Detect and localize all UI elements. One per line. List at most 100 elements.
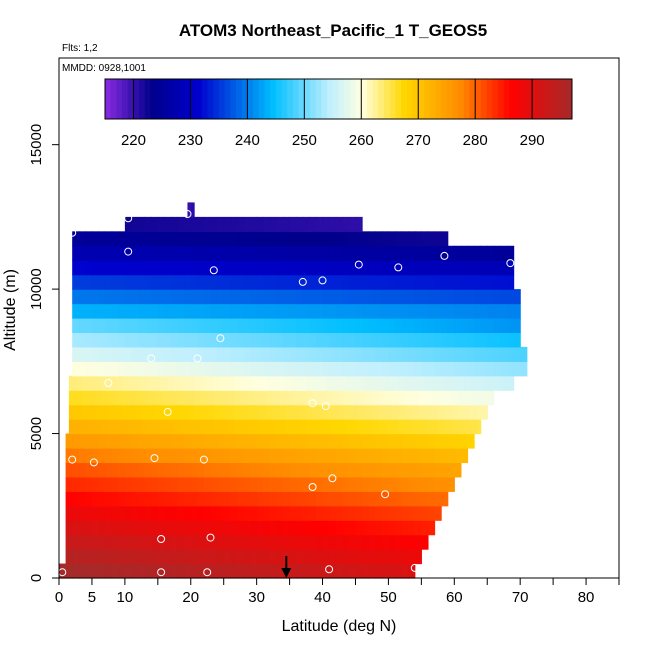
heatmap-cell bbox=[339, 375, 347, 391]
heatmap-cell bbox=[197, 433, 205, 449]
heatmap-cell bbox=[335, 260, 343, 276]
heatmap-cell bbox=[467, 245, 475, 261]
heatmap-cell bbox=[408, 231, 416, 247]
heatmap-cell bbox=[414, 361, 422, 377]
heatmap-cell bbox=[507, 289, 515, 305]
heatmap-cell bbox=[368, 303, 376, 319]
colorbar-segment bbox=[292, 79, 300, 119]
heatmap-cell bbox=[401, 260, 409, 276]
heatmap-cell bbox=[352, 404, 360, 420]
heatmap-cell bbox=[342, 361, 350, 377]
heatmap-cell bbox=[427, 491, 436, 507]
heatmap-cell bbox=[427, 260, 436, 276]
heatmap-cell bbox=[151, 505, 159, 521]
heatmap-cell bbox=[414, 433, 422, 449]
heatmap-cell bbox=[368, 433, 376, 449]
heatmap-cell bbox=[184, 245, 192, 261]
heatmap-cell bbox=[421, 231, 429, 247]
heatmap-cell bbox=[335, 563, 343, 579]
heatmap-cell bbox=[500, 361, 508, 377]
heatmap-cell bbox=[256, 520, 264, 536]
heatmap-cell bbox=[138, 332, 146, 348]
heatmap-cell bbox=[467, 318, 475, 334]
heatmap-cell bbox=[276, 303, 284, 319]
heatmap-cell bbox=[263, 361, 271, 377]
heatmap-cell bbox=[118, 332, 126, 348]
colorbar-tick-label: 280 bbox=[463, 132, 488, 149]
colorbar-segment bbox=[486, 79, 493, 119]
colorbar-segment bbox=[423, 79, 431, 119]
heatmap-cell bbox=[411, 419, 419, 435]
heatmap-cell bbox=[302, 231, 310, 247]
heatmap-cell bbox=[335, 462, 343, 478]
heatmap-cell bbox=[319, 390, 327, 406]
heatmap-cell bbox=[111, 563, 119, 579]
heatmap-cell bbox=[144, 245, 152, 261]
heatmap-cell bbox=[457, 419, 465, 435]
heatmap-cell bbox=[131, 520, 139, 536]
heatmap-cell bbox=[388, 318, 396, 334]
heatmap-cell bbox=[197, 462, 205, 478]
heatmap-cell bbox=[395, 231, 403, 247]
heatmap-cell bbox=[414, 260, 422, 276]
heatmap-cell bbox=[190, 491, 198, 507]
heatmap-cell bbox=[82, 375, 90, 391]
heatmap-cell bbox=[164, 318, 172, 334]
heatmap-cell bbox=[250, 245, 258, 261]
heatmap-cell bbox=[348, 563, 357, 579]
heatmap-cell bbox=[362, 245, 370, 261]
heatmap-cell bbox=[421, 303, 429, 319]
heatmap-cell bbox=[72, 433, 80, 449]
heatmap-cell bbox=[263, 274, 271, 290]
heatmap-cell bbox=[128, 390, 136, 406]
heatmap-cell bbox=[348, 476, 357, 492]
heatmap-cell bbox=[230, 303, 238, 319]
heatmap-cell bbox=[138, 491, 146, 507]
heatmap-cell bbox=[157, 332, 166, 348]
heatmap-cell bbox=[124, 433, 133, 449]
heatmap-cell bbox=[190, 549, 198, 565]
heatmap-cell bbox=[134, 390, 142, 406]
heatmap-cell bbox=[289, 448, 297, 464]
heatmap-cell bbox=[302, 563, 310, 579]
colorbar-segment bbox=[332, 79, 339, 119]
heatmap-cell bbox=[236, 216, 245, 232]
x-tick-label: 20 bbox=[182, 589, 199, 606]
heatmap-cell bbox=[88, 390, 96, 406]
heatmap-cell bbox=[207, 404, 215, 420]
heatmap-cell bbox=[437, 419, 446, 435]
heatmap-cell bbox=[243, 318, 251, 334]
heatmap-cell bbox=[197, 274, 205, 290]
heatmap-cell bbox=[355, 462, 363, 478]
heatmap-cell bbox=[98, 260, 106, 276]
heatmap-cell bbox=[187, 375, 195, 391]
heatmap-cell bbox=[217, 216, 225, 232]
heatmap-cell bbox=[203, 260, 212, 276]
heatmap-cell bbox=[269, 520, 278, 536]
heatmap-cell bbox=[355, 245, 363, 261]
heatmap-cell bbox=[118, 361, 126, 377]
heatmap-cell bbox=[493, 361, 502, 377]
heatmap-cell bbox=[164, 361, 172, 377]
heatmap-cell bbox=[474, 332, 482, 348]
heatmap-cell bbox=[72, 289, 80, 305]
heatmap-cell bbox=[493, 318, 502, 334]
heatmap-cell bbox=[342, 332, 350, 348]
heatmap-cell bbox=[85, 289, 93, 305]
heatmap-cell bbox=[424, 390, 432, 406]
heatmap-cell bbox=[98, 549, 106, 565]
heatmap-cell bbox=[418, 419, 426, 435]
heatmap-cell bbox=[434, 318, 442, 334]
heatmap-cell bbox=[315, 520, 324, 536]
heatmap-cell bbox=[151, 303, 159, 319]
heatmap-cell bbox=[236, 491, 245, 507]
heatmap-cell bbox=[427, 346, 436, 362]
flight-point bbox=[354, 260, 363, 269]
heatmap-cell bbox=[395, 318, 403, 334]
heatmap-cell bbox=[233, 375, 241, 391]
heatmap-cell bbox=[289, 332, 297, 348]
heatmap-cell bbox=[408, 476, 416, 492]
heatmap-cell bbox=[279, 404, 287, 420]
heatmap-cell bbox=[230, 245, 238, 261]
heatmap-cell bbox=[91, 549, 100, 565]
